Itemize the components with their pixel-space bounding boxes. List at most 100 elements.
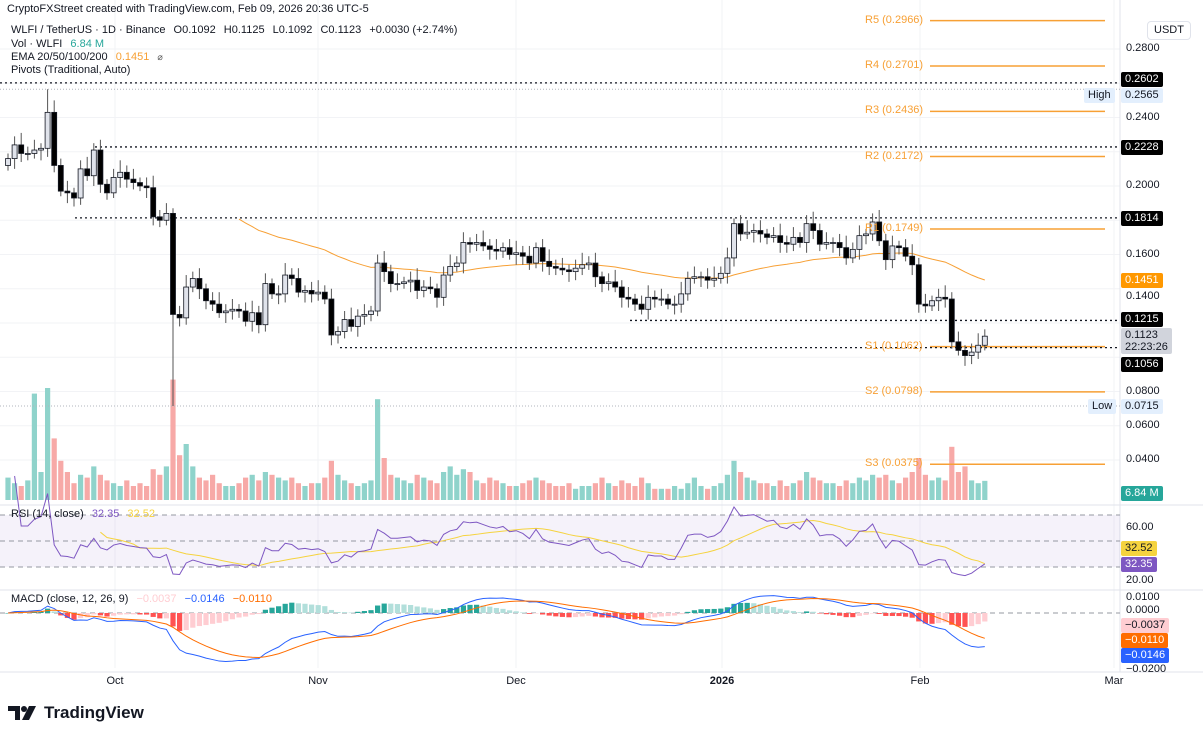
volume-bar [348, 483, 354, 500]
macd-histogram-bar [817, 613, 823, 614]
candle-up [935, 296, 942, 302]
rsi-ma-value: 32.52 [127, 508, 155, 520]
macd-histogram-bar [665, 613, 671, 617]
volume-bar [738, 472, 744, 500]
candle-down [618, 286, 625, 298]
candle-down [599, 276, 605, 285]
volume-bar [698, 486, 704, 500]
macd-histogram-bar [427, 608, 433, 613]
macd-histogram-bar [229, 613, 235, 620]
tradingview-logo[interactable]: TradingView [8, 703, 144, 723]
volume-bar [533, 477, 539, 500]
macd-histogram-bar [658, 613, 664, 617]
macd-histogram-bar [751, 603, 757, 613]
candle-up [533, 247, 539, 264]
volume-bar [269, 474, 275, 500]
candle-down [566, 269, 572, 273]
volume-bar [45, 388, 51, 500]
price-tick: 0.1400 [1126, 290, 1160, 302]
time-tick: Dec [506, 675, 526, 687]
logo-text: TradingView [44, 703, 144, 722]
candle-down [269, 283, 275, 295]
volume-tag: 6.84 M [1121, 486, 1163, 501]
candle-down [18, 144, 25, 154]
candle-up [711, 278, 718, 281]
macd-histogram-bar [784, 610, 790, 613]
macd-histogram-bar [916, 613, 922, 622]
candle-up [770, 235, 777, 238]
macd-histogram-bar [375, 605, 381, 613]
volume-bar [982, 480, 988, 500]
macd-label: MACD (close, 12, 26, 9) [11, 593, 129, 605]
candle-up [249, 312, 256, 322]
macd-line-value: −0.0146 [184, 593, 225, 605]
volume-bar [190, 466, 196, 500]
macd-histogram-bar [203, 613, 209, 626]
volume-bar [645, 483, 651, 500]
candle-up [394, 283, 401, 286]
macd-histogram-bar [949, 613, 955, 625]
macd-histogram-bar [678, 613, 684, 615]
candle-down [196, 278, 203, 290]
rsi-legend[interactable]: RSI (14, close) 32.35 32.52 [11, 508, 160, 521]
macd-histogram-bar [790, 611, 796, 613]
price-tick: 0.0600 [1126, 418, 1160, 431]
candle-down [493, 248, 500, 252]
currency-button[interactable]: USDT [1147, 21, 1191, 40]
candle-up [605, 281, 612, 285]
pivot-label: R1 (0.1749) [865, 221, 924, 234]
macd-histogram-bar [256, 613, 262, 615]
macd-histogram-bar [467, 604, 473, 613]
candle-up [856, 235, 863, 250]
volume-bar [368, 480, 374, 500]
volume-legend[interactable]: Vol · WLFI 6.84 M [11, 38, 109, 51]
pivots-legend[interactable]: Pivots (Traditional, Auto) [11, 64, 135, 77]
price-tick: 0.0400 [1126, 453, 1160, 465]
ema-legend[interactable]: EMA 20/50/100/200 0.1451 ⌀ [11, 51, 168, 64]
volume-bar [229, 486, 235, 500]
macd-histogram-bar [771, 607, 777, 613]
price-change: +0.0030 (+2.74%) [369, 24, 458, 36]
volume-bar [434, 483, 440, 500]
macd-histogram-bar [269, 607, 275, 613]
macd-histogram-bar [223, 613, 229, 622]
macd-histogram-bar [691, 610, 697, 613]
macd-histogram-bar [408, 604, 414, 613]
volume-bar [909, 472, 915, 500]
volume-bar [408, 483, 414, 500]
volume-bar [18, 486, 24, 500]
candle-down [519, 252, 526, 257]
volume-bar [896, 483, 902, 500]
macd-tick: 0.0000 [1126, 604, 1160, 616]
macd-signal-line [7, 598, 985, 659]
volume-bar [797, 480, 803, 500]
volume-bar [309, 483, 315, 500]
volume-bar [97, 474, 103, 500]
macd-histogram-bar [276, 606, 282, 613]
candle-up [11, 144, 18, 159]
candle-down [955, 341, 962, 351]
high-label: High [1084, 88, 1115, 103]
macd-legend[interactable]: MACD (close, 12, 26, 9) −0.0037 −0.0146 … [11, 593, 277, 606]
candle-down [783, 242, 790, 245]
volume-bar [381, 458, 387, 500]
macd-histogram-bar [672, 613, 678, 616]
volume-bar [850, 483, 856, 500]
macd-histogram-bar [797, 612, 803, 613]
candle-down [414, 279, 421, 291]
volume-bar [447, 466, 453, 500]
symbol-title[interactable]: WLFI / TetherUS · 1D · Binance [11, 24, 166, 36]
time-tick: Mar [1104, 675, 1124, 687]
macd-histogram-bar [856, 613, 862, 616]
macd-histogram-bar [111, 613, 117, 616]
eye-off-icon[interactable]: ⌀ [157, 52, 163, 62]
macd-histogram-bar [533, 613, 539, 614]
volume-value: 6.84 M [70, 38, 105, 50]
candle-down [137, 182, 143, 187]
ema-value: 0.1451 [115, 51, 150, 63]
macd-tag: −0.0146 [1121, 648, 1170, 663]
macd-histogram-bar [157, 613, 163, 619]
candle-down [612, 281, 619, 288]
volume-bar [513, 486, 519, 500]
